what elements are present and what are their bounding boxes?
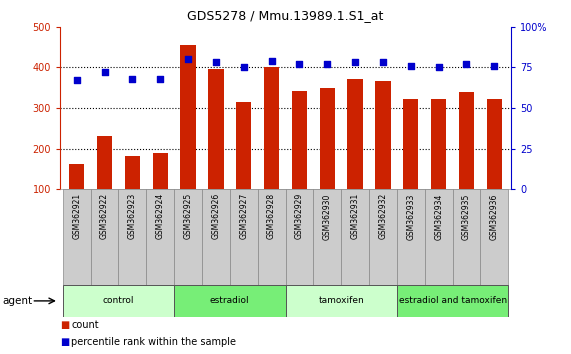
Text: GSM362933: GSM362933 bbox=[407, 193, 415, 240]
Bar bbox=[348, 80, 363, 230]
Text: GSM362932: GSM362932 bbox=[379, 193, 388, 239]
Text: control: control bbox=[103, 296, 134, 306]
Bar bbox=[146, 189, 174, 285]
Point bbox=[100, 69, 109, 75]
Bar bbox=[63, 285, 174, 317]
Text: tamoxifen: tamoxifen bbox=[318, 296, 364, 306]
Bar bbox=[313, 189, 341, 285]
Text: ■: ■ bbox=[60, 337, 69, 347]
Bar bbox=[286, 189, 313, 285]
Bar bbox=[431, 99, 447, 230]
Bar bbox=[341, 189, 369, 285]
Text: GSM362928: GSM362928 bbox=[267, 193, 276, 239]
Text: agent: agent bbox=[3, 296, 33, 306]
Bar bbox=[91, 189, 118, 285]
Text: GSM362924: GSM362924 bbox=[156, 193, 164, 239]
Bar bbox=[264, 67, 279, 230]
Text: ■: ■ bbox=[60, 320, 69, 330]
Bar bbox=[480, 189, 508, 285]
Bar bbox=[202, 189, 230, 285]
Text: GSM362925: GSM362925 bbox=[183, 193, 192, 239]
Text: count: count bbox=[71, 320, 99, 330]
Text: GSM362936: GSM362936 bbox=[490, 193, 499, 240]
Bar bbox=[208, 69, 223, 230]
Text: GDS5278 / Mmu.13989.1.S1_at: GDS5278 / Mmu.13989.1.S1_at bbox=[187, 9, 384, 22]
Point bbox=[406, 63, 415, 68]
Point bbox=[239, 64, 248, 70]
Bar bbox=[174, 285, 286, 317]
Text: GSM362927: GSM362927 bbox=[239, 193, 248, 239]
Bar bbox=[230, 189, 258, 285]
Point bbox=[156, 76, 165, 81]
Text: GSM362935: GSM362935 bbox=[462, 193, 471, 240]
Text: estradiol and tamoxifen: estradiol and tamoxifen bbox=[399, 296, 506, 306]
Text: GSM362929: GSM362929 bbox=[295, 193, 304, 239]
Point bbox=[183, 56, 192, 62]
Text: percentile rank within the sample: percentile rank within the sample bbox=[71, 337, 236, 347]
Bar bbox=[97, 136, 112, 230]
Point bbox=[379, 59, 388, 65]
Point bbox=[128, 76, 137, 81]
Point bbox=[434, 64, 443, 70]
Text: GSM362926: GSM362926 bbox=[211, 193, 220, 239]
Bar bbox=[69, 164, 85, 230]
Bar bbox=[63, 189, 91, 285]
Bar bbox=[180, 45, 196, 230]
Bar bbox=[152, 153, 168, 230]
Point bbox=[351, 59, 360, 65]
Text: GSM362931: GSM362931 bbox=[351, 193, 360, 239]
Bar bbox=[236, 102, 251, 230]
Bar bbox=[486, 99, 502, 230]
Bar bbox=[118, 189, 146, 285]
Bar bbox=[174, 189, 202, 285]
Bar bbox=[403, 99, 419, 230]
Bar bbox=[286, 285, 397, 317]
Bar bbox=[124, 156, 140, 230]
Bar bbox=[459, 92, 474, 230]
Bar bbox=[320, 88, 335, 230]
Text: estradiol: estradiol bbox=[210, 296, 250, 306]
Point bbox=[211, 59, 220, 65]
Point bbox=[295, 61, 304, 67]
Text: GSM362923: GSM362923 bbox=[128, 193, 137, 239]
Point bbox=[72, 78, 81, 83]
Text: GSM362930: GSM362930 bbox=[323, 193, 332, 240]
Bar bbox=[375, 81, 391, 230]
Point bbox=[267, 58, 276, 64]
Point bbox=[323, 61, 332, 67]
Bar bbox=[369, 189, 397, 285]
Bar bbox=[397, 189, 425, 285]
Bar bbox=[397, 285, 508, 317]
Bar bbox=[425, 189, 453, 285]
Bar bbox=[258, 189, 286, 285]
Text: GSM362922: GSM362922 bbox=[100, 193, 109, 239]
Point bbox=[490, 63, 499, 68]
Text: GSM362934: GSM362934 bbox=[434, 193, 443, 240]
Text: GSM362921: GSM362921 bbox=[72, 193, 81, 239]
Bar bbox=[292, 91, 307, 230]
Bar bbox=[453, 189, 480, 285]
Point bbox=[462, 61, 471, 67]
